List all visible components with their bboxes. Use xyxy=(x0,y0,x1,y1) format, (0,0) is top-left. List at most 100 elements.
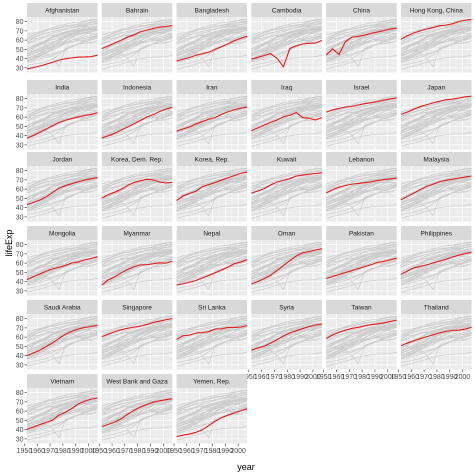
y-tick-label: 80 xyxy=(16,96,24,103)
background-line-indonesia xyxy=(326,178,397,211)
y-tick-label: 30 xyxy=(16,142,24,149)
x-tick-label: 1980 xyxy=(280,374,296,381)
facet-strip xyxy=(176,3,248,17)
background-line-sri-lanka xyxy=(26,105,98,120)
facet-strip-label: Bahrain xyxy=(126,7,149,14)
highlight-line-malaysia xyxy=(400,175,472,201)
background-line-kuwait xyxy=(400,100,472,122)
background-line-nepal xyxy=(400,36,472,63)
background-line-nepal xyxy=(26,185,98,212)
background-line-afghanistan xyxy=(251,203,322,219)
y-tick-label: 40 xyxy=(16,427,24,434)
background-line-japan xyxy=(26,315,98,335)
x-tick-label: 1990 xyxy=(143,448,159,455)
background-line-west-bank-and-gaza xyxy=(101,27,173,56)
facet-strip xyxy=(176,80,248,94)
background-line-thailand xyxy=(176,400,248,420)
highlight-line-korea-dem-rep xyxy=(101,178,173,199)
highlight-line-india xyxy=(26,112,98,139)
background-line-sri-lanka xyxy=(326,325,397,340)
background-line-hong-kong-china xyxy=(251,168,322,189)
background-line-iran xyxy=(326,252,397,278)
background-line-israel xyxy=(251,317,322,333)
background-line-oman xyxy=(326,322,397,359)
x-tick-label: 1960 xyxy=(104,448,120,455)
highlight-line-west-bank-and-gaza xyxy=(101,398,173,428)
background-line-taiwan xyxy=(26,171,98,191)
background-line-thailand xyxy=(26,400,98,420)
background-line-oman xyxy=(26,174,98,211)
background-series xyxy=(101,167,173,219)
background-line-israel xyxy=(400,97,472,113)
background-line-yemen-rep xyxy=(400,334,472,363)
background-line-iran xyxy=(26,252,98,278)
background-line-indonesia xyxy=(26,326,98,359)
background-line-japan xyxy=(176,18,248,38)
facet-strip xyxy=(401,80,472,94)
background-line-indonesia xyxy=(251,326,323,359)
background-line-hong-kong-china xyxy=(400,96,472,117)
background-line-kuwait xyxy=(176,100,248,122)
background-line-israel xyxy=(26,243,98,259)
background-line-kuwait xyxy=(26,320,98,342)
background-line-afghanistan xyxy=(326,54,397,70)
background-line-japan xyxy=(101,315,173,335)
x-tick-label: 1990 xyxy=(442,374,458,381)
background-series xyxy=(400,18,472,70)
background-line-thailand xyxy=(326,326,397,346)
y-tick-label: 30 xyxy=(16,288,24,295)
background-line-israel xyxy=(176,20,248,36)
highlight-line-syria xyxy=(251,323,322,351)
background-line-taiwan xyxy=(251,22,322,42)
background-line-afghanistan xyxy=(26,277,98,293)
y-tick-label: 70 xyxy=(16,105,24,112)
background-line-thailand xyxy=(176,178,248,198)
background-line-iran xyxy=(101,106,173,132)
y-tick-label: 40 xyxy=(16,56,24,63)
background-line-west-bank-and-gaza xyxy=(176,104,248,133)
background-line-hong-kong-china xyxy=(26,390,98,411)
background-line-kuwait xyxy=(176,23,248,45)
background-line-nepal xyxy=(101,407,173,434)
facet-strip-label: Philippines xyxy=(421,230,453,237)
background-line-taiwan xyxy=(101,99,173,119)
facet-sri-lanka: Sri Lanka xyxy=(176,300,248,370)
background-line-nepal xyxy=(176,333,248,360)
background-line-afghanistan xyxy=(26,203,98,219)
background-line-thailand xyxy=(101,252,173,272)
background-line-indonesia xyxy=(251,106,323,139)
background-line-afghanistan xyxy=(176,277,248,293)
background-line-indonesia xyxy=(251,29,323,62)
background-line-indonesia xyxy=(400,178,472,211)
background-line-indonesia xyxy=(400,326,472,359)
facet-strip xyxy=(27,226,98,240)
y-tick-label: 60 xyxy=(16,261,24,268)
background-line-sri-lanka xyxy=(101,325,173,340)
background-line-oman xyxy=(176,25,248,62)
background-line-west-bank-and-gaza xyxy=(326,176,397,205)
y-tick-label: 30 xyxy=(16,436,24,443)
background-line-hong-kong-china xyxy=(101,242,173,263)
background-line-nepal xyxy=(26,259,98,286)
facet-strip-label: Afghanistan xyxy=(45,7,80,14)
highlight-line-iran xyxy=(176,106,248,132)
background-line-nepal xyxy=(176,113,248,140)
x-tick-label: 1960 xyxy=(254,374,270,381)
background-line-afghanistan xyxy=(26,351,98,367)
background-line-afghanistan xyxy=(26,425,98,441)
background-line-kuwait xyxy=(26,100,98,122)
background-line-kuwait xyxy=(101,394,173,416)
background-line-japan xyxy=(176,241,248,261)
background-line-israel xyxy=(101,20,173,36)
background-line-sri-lanka xyxy=(400,325,472,340)
background-line-indonesia xyxy=(176,29,248,62)
background-line-sri-lanka xyxy=(326,251,397,266)
background-line-taiwan xyxy=(26,393,98,413)
background-line-kuwait xyxy=(326,100,397,122)
facet-strip xyxy=(326,80,397,94)
x-tick-label: 1970 xyxy=(42,448,58,455)
x-tick-label: 1980 xyxy=(55,448,71,455)
background-line-nepal xyxy=(176,185,248,212)
y-tick-label: 50 xyxy=(16,418,24,425)
